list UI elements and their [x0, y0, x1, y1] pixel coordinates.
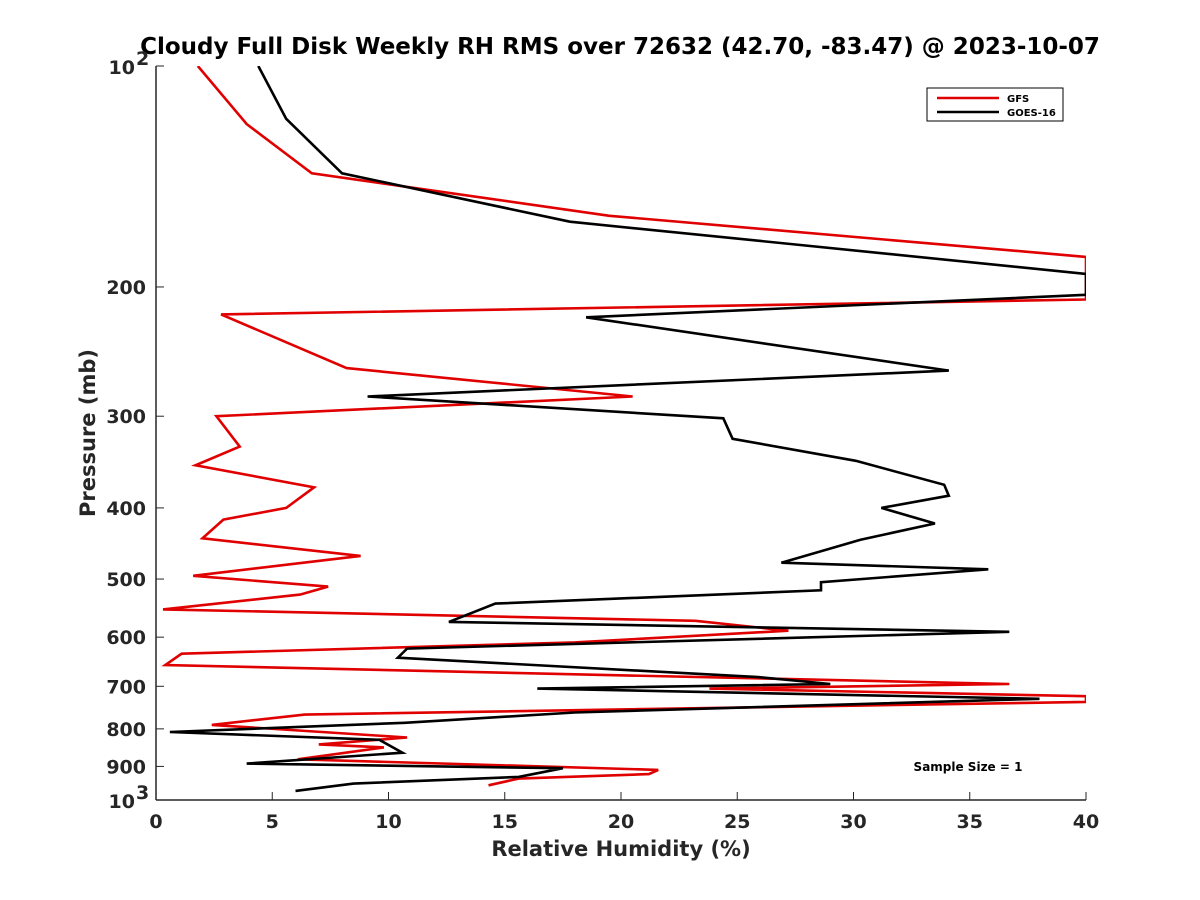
- series-line-goes-16: [169, 66, 1086, 793]
- x-tick-label: 25: [724, 811, 750, 833]
- x-tick-label: 20: [608, 811, 634, 833]
- legend-label-gfs: GFS: [1007, 94, 1029, 105]
- y-tick-label: 700: [106, 676, 146, 698]
- y-tick-label: 900: [106, 756, 146, 778]
- legend-label-goes-16: GOES-16: [1007, 108, 1056, 119]
- y-tick-label: 200: [106, 277, 146, 299]
- x-tick-label: 5: [266, 811, 279, 833]
- x-tick-label: 40: [1073, 811, 1099, 833]
- y-tick-label: 800: [106, 719, 146, 741]
- y-tick-label: 600: [106, 627, 146, 649]
- y-tick-exponent: 2: [136, 48, 149, 70]
- x-tick-label: 10: [375, 811, 401, 833]
- x-tick-label: 30: [840, 811, 866, 833]
- y-tick-exponent: 3: [136, 782, 149, 804]
- series-line-gfs: [161, 66, 1086, 787]
- y-tick-label: 10: [109, 791, 135, 813]
- legend-box: [926, 87, 1064, 122]
- x-tick-label: 15: [492, 811, 518, 833]
- x-tick-label: 35: [957, 811, 983, 833]
- y-tick-label: 300: [106, 406, 146, 428]
- y-tick-label: 500: [106, 569, 146, 591]
- y-tick-label: 10: [109, 57, 135, 79]
- sample-size-annotation: Sample Size = 1: [914, 760, 1023, 774]
- y-tick-label: 400: [106, 498, 146, 520]
- x-tick-label: 0: [149, 811, 162, 833]
- x-axis-label: Relative Humidity (%): [491, 837, 750, 861]
- chart-title: Cloudy Full Disk Weekly RH RMS over 7263…: [140, 34, 1100, 60]
- y-axis-label: Pressure (mb): [76, 349, 100, 517]
